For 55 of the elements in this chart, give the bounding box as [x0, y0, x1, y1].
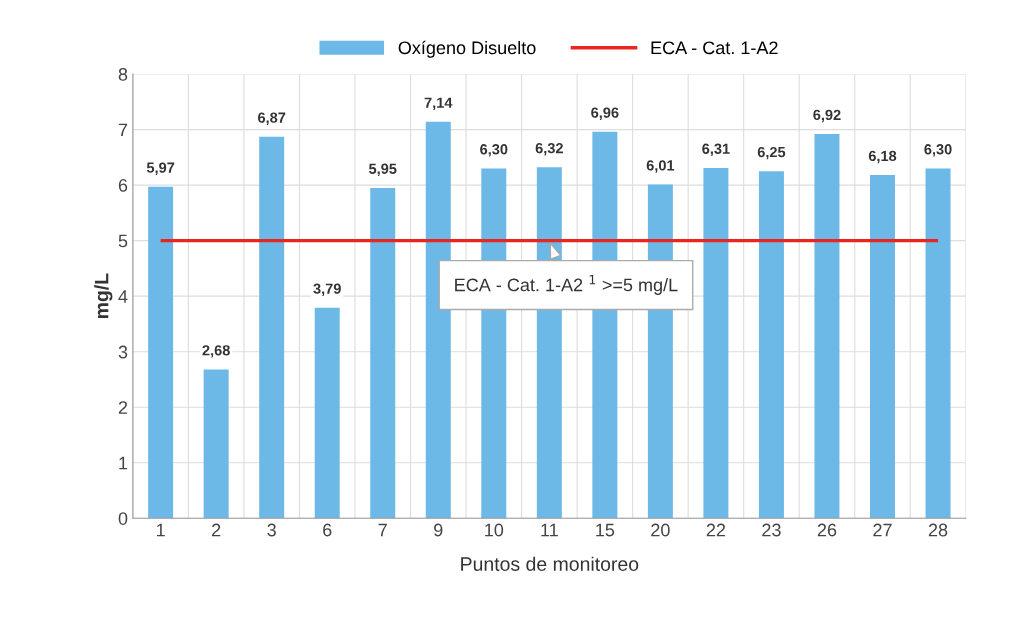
data-label: 6,87 [258, 112, 286, 125]
legend-label: ECA - Cat. 1-A2 [651, 41, 778, 55]
data-label: 6,18 [868, 150, 897, 164]
x-tick-label: 3 [267, 523, 276, 537]
bar [148, 186, 174, 519]
x-tick-label: 11 [541, 523, 558, 537]
x-tick-label: 9 [434, 523, 443, 537]
bar [314, 307, 340, 519]
x-tick-label: 6 [323, 523, 332, 537]
data-label: 6,32 [535, 143, 563, 156]
data-label: 6,01 [646, 160, 675, 173]
data-label: 3,79 [313, 283, 341, 296]
y-tick-label: 1 [119, 456, 128, 470]
data-label: 5,97 [146, 162, 175, 175]
x-tick-label: 2 [212, 523, 221, 537]
bar [259, 136, 285, 519]
x-tick-label: 10 [485, 523, 504, 537]
bar [870, 175, 895, 519]
x-tick-label: 28 [928, 523, 948, 537]
bar [425, 121, 451, 519]
y-tick-label: 2 [118, 401, 128, 414]
bar [758, 171, 784, 519]
data-label: 6,30 [480, 144, 508, 157]
annotation: ECA - Cat. 1-A2 $^{1}$ >=5 mg/L [455, 275, 678, 295]
y-tick-label: 0 [118, 512, 128, 525]
x-tick-label: 1 [156, 523, 165, 537]
x-tick-label: 22 [706, 523, 726, 537]
y-tick-label: 5 [118, 234, 128, 248]
data-label: 6,30 [924, 144, 952, 157]
y-axis-title: mg/L [94, 273, 113, 319]
x-tick-label: 27 [873, 523, 892, 537]
x-tick-label: 20 [651, 523, 670, 537]
data-label: 2,68 [202, 345, 230, 358]
y-tick-label: 8 [118, 67, 128, 81]
y-tick-label: 7 [118, 123, 128, 137]
bar [925, 168, 951, 519]
data-label: 5,95 [369, 163, 397, 176]
legend-label: Oxígeno Disuelto [398, 40, 536, 58]
data-label: 6,96 [591, 107, 619, 120]
bar [203, 369, 229, 519]
data-label: 6,25 [757, 146, 786, 160]
data-label: 6,31 [702, 143, 730, 157]
bar [814, 134, 840, 519]
y-tick-label: 3 [118, 345, 128, 359]
y-tick-label: 6 [118, 179, 128, 192]
data-label: 7,14 [424, 97, 453, 110]
x-tick-label: 7 [378, 523, 387, 537]
y-tick-label: 4 [118, 290, 128, 303]
x-tick-label: 15 [596, 523, 615, 537]
bar [703, 167, 729, 519]
x-axis-title: Puntos de monitoreo [461, 556, 639, 571]
x-tick-label: 23 [762, 523, 781, 537]
bar [370, 187, 396, 519]
data-label: 6,92 [813, 109, 841, 123]
x-tick-label: 26 [817, 523, 837, 537]
